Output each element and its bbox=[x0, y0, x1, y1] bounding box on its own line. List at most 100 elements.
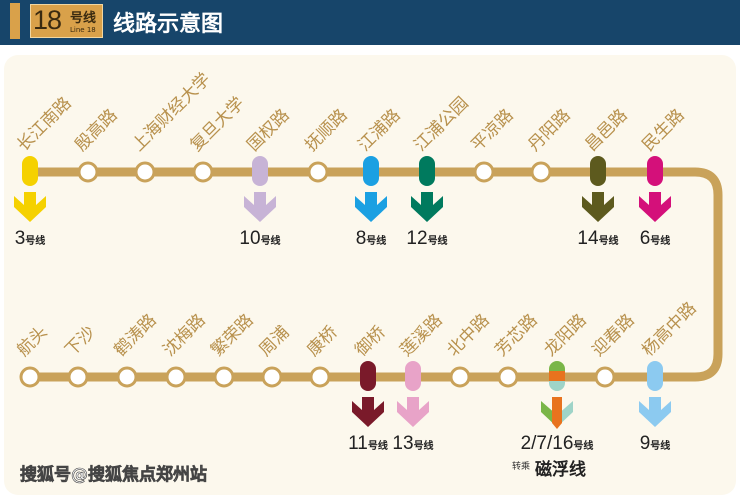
station-name: 御桥 bbox=[351, 322, 389, 360]
station-name: 民生路 bbox=[638, 105, 688, 155]
header-bar: 18 号线 Line 18 线路示意图 bbox=[0, 0, 740, 45]
arrow-down-icon bbox=[397, 397, 429, 427]
line-suffix: 号线 bbox=[650, 234, 670, 247]
arrow-down-icon bbox=[411, 192, 443, 222]
station-name: 国权路 bbox=[243, 105, 293, 155]
arrow-down-icon bbox=[352, 397, 384, 427]
transfer-line-label: 13号线 bbox=[392, 433, 433, 454]
station-name: 江浦路 bbox=[354, 105, 404, 155]
station-name: 杨高中路 bbox=[638, 298, 700, 360]
transfer-pill bbox=[647, 156, 663, 186]
transfer-line-label: 6号线 bbox=[640, 228, 671, 249]
station-name: 迎春路 bbox=[588, 310, 638, 360]
station-marker bbox=[449, 366, 471, 388]
station-marker bbox=[67, 366, 89, 388]
station-name: 繁荣路 bbox=[207, 310, 257, 360]
transfer-pill bbox=[363, 156, 379, 186]
transfer-pill bbox=[405, 361, 421, 391]
station[interactable]: 昌邑路 14号线 bbox=[577, 105, 631, 249]
station-name: 丹阳路 bbox=[524, 105, 574, 155]
transfer-line-label: 8号线 bbox=[356, 228, 387, 249]
transfer-pill bbox=[419, 156, 435, 186]
station-marker bbox=[594, 366, 616, 388]
line-suffix: 号线 bbox=[25, 234, 45, 247]
line-number: 3 bbox=[15, 228, 26, 249]
line-number: 11 bbox=[348, 433, 368, 454]
station-name: 康桥 bbox=[303, 322, 341, 360]
transfer-line-label: 3号线 bbox=[15, 228, 46, 249]
line-suffix: 号线 bbox=[366, 234, 386, 247]
line-number: 9 bbox=[640, 433, 651, 454]
arrow-down-icon bbox=[244, 192, 276, 222]
line-suffix: 号线 bbox=[650, 439, 670, 452]
arrow-down-icon bbox=[639, 397, 671, 427]
station-marker bbox=[116, 366, 138, 388]
line-suffix: 号线 bbox=[428, 234, 448, 247]
station-marker bbox=[307, 161, 329, 183]
station-name: 复旦大学 bbox=[186, 93, 248, 155]
station-name: 殷高路 bbox=[71, 105, 121, 155]
station-marker bbox=[261, 366, 283, 388]
transfer-line-label: 2/7/16号线 bbox=[521, 433, 594, 454]
transfer-pill bbox=[647, 361, 663, 391]
station-name: 周浦 bbox=[255, 322, 293, 360]
arrow-down-icon bbox=[14, 192, 46, 222]
station-name: 沈梅路 bbox=[159, 310, 209, 360]
station[interactable]: 江浦路 8号线 bbox=[354, 105, 404, 249]
station-name: 平凉路 bbox=[467, 105, 517, 155]
transfer-line-label: 14号线 bbox=[577, 228, 618, 249]
line-number: 13 bbox=[392, 433, 413, 454]
line-number: 2/7/16 bbox=[521, 433, 574, 454]
arrow-down-icon bbox=[582, 192, 614, 222]
page-title: 线路示意图 bbox=[113, 12, 224, 37]
line-number: 12 bbox=[406, 228, 427, 249]
transfer-pill bbox=[360, 361, 376, 391]
station-name: 北中路 bbox=[443, 310, 493, 360]
badge-number: 18 bbox=[33, 5, 62, 35]
station-name: 芳芯路 bbox=[491, 310, 541, 360]
badge-hao: 号线 bbox=[70, 11, 97, 26]
line-suffix: 号线 bbox=[573, 439, 593, 452]
line-track bbox=[30, 167, 723, 382]
station[interactable]: 莲溪路 13号线 bbox=[392, 310, 446, 454]
arrow-down-icon bbox=[639, 192, 671, 222]
station[interactable]: 国权路 10号线 bbox=[239, 105, 293, 249]
station-name: 江浦公园 bbox=[410, 93, 472, 155]
station-marker bbox=[530, 161, 552, 183]
station-marker bbox=[497, 366, 519, 388]
station-marker bbox=[309, 366, 331, 388]
watermark: 搜狐号@搜狐焦点郑州站 bbox=[20, 464, 207, 485]
line-suffix: 号线 bbox=[261, 234, 281, 247]
transfer-pill bbox=[22, 156, 38, 186]
station-marker bbox=[77, 161, 99, 183]
station[interactable]: 民生路 6号线 bbox=[638, 105, 688, 249]
line-number: 10 bbox=[239, 228, 260, 249]
station[interactable]: 御桥 11号线 bbox=[348, 322, 389, 454]
station-name: 昌邑路 bbox=[581, 105, 631, 155]
transfer-note-small: 转乘 bbox=[512, 460, 530, 472]
station-name: 莲溪路 bbox=[396, 310, 446, 360]
accent-bar bbox=[10, 3, 20, 39]
line-number: 8 bbox=[356, 228, 367, 249]
transfer-line-label: 10号线 bbox=[239, 228, 280, 249]
transfer-note: 磁浮线 bbox=[535, 459, 586, 480]
transfer-line-label: 11号线 bbox=[348, 433, 388, 454]
transfer-line-label: 9号线 bbox=[640, 433, 671, 454]
station-marker bbox=[192, 161, 214, 183]
transfer-pill bbox=[549, 361, 565, 391]
arrow-down-icon bbox=[355, 192, 387, 222]
line-suffix: 号线 bbox=[414, 439, 434, 452]
badge-english: Line 18 bbox=[70, 26, 96, 34]
station-name: 长江南路 bbox=[13, 93, 75, 155]
station-marker bbox=[473, 161, 495, 183]
station-name: 鹤涛路 bbox=[110, 310, 160, 360]
station-name: 抚顺路 bbox=[301, 105, 351, 155]
station-marker bbox=[134, 161, 156, 183]
transfer-pill bbox=[252, 156, 268, 186]
transfer-pill bbox=[590, 156, 606, 186]
station-marker bbox=[165, 366, 187, 388]
line-badge: 18 号线 Line 18 bbox=[30, 4, 103, 38]
station-name: 下沙 bbox=[61, 322, 99, 360]
line-suffix: 号线 bbox=[368, 439, 388, 452]
